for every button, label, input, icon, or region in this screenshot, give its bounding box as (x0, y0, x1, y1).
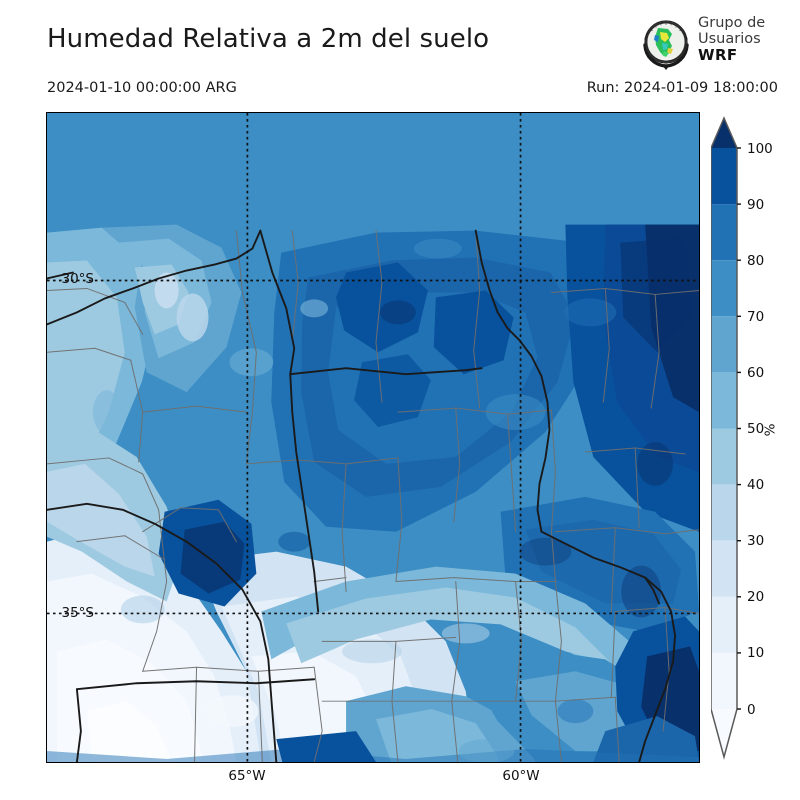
ytick-label-35s: 35°S (61, 605, 95, 621)
valid-time-label: 2024-01-10 00:00:00 ARG (47, 80, 237, 96)
map-plot-area[interactable] (46, 112, 700, 763)
logo-line-3: WRF (698, 46, 738, 65)
cb-tick-70: 70 (747, 309, 765, 325)
run-time-label: Run: 2024-01-09 18:00:00 (586, 80, 778, 96)
cb-tick-60: 60 (747, 365, 765, 381)
colorbar-gradient (711, 116, 741, 760)
page-title: Humedad Relativa a 2m del suelo (47, 24, 490, 54)
wrf-user-group-seal-icon (643, 20, 689, 70)
ytick-label-30s: 30°S (61, 271, 95, 287)
cb-tick-100: 100 (747, 141, 773, 157)
xtick-label-65w: 65°W (228, 768, 266, 784)
relative-humidity-field (47, 113, 699, 762)
xtick-label-60w: 60°W (502, 768, 540, 784)
logo-line-1: Grupo de (698, 15, 766, 31)
cb-tick-30: 30 (747, 533, 765, 549)
logo-block: Grupo de Usuarios WRF (638, 13, 798, 75)
cb-tick-80: 80 (747, 253, 765, 269)
logo-text: Grupo de Usuarios WRF (698, 15, 765, 64)
logo-line-2: Usuarios (698, 31, 761, 48)
cb-tick-90: 90 (747, 197, 765, 213)
cb-tick-50: 50 (747, 421, 765, 437)
colorbar-unit-label: % (762, 423, 779, 437)
cb-tick-40: 40 (747, 477, 765, 493)
cb-tick-0: 0 (747, 702, 756, 718)
cb-tick-10: 10 (747, 645, 765, 661)
colorbar[interactable]: 100 90 80 70 60 50 40 30 20 10 0 (711, 112, 773, 763)
cb-tick-20: 20 (747, 589, 765, 605)
